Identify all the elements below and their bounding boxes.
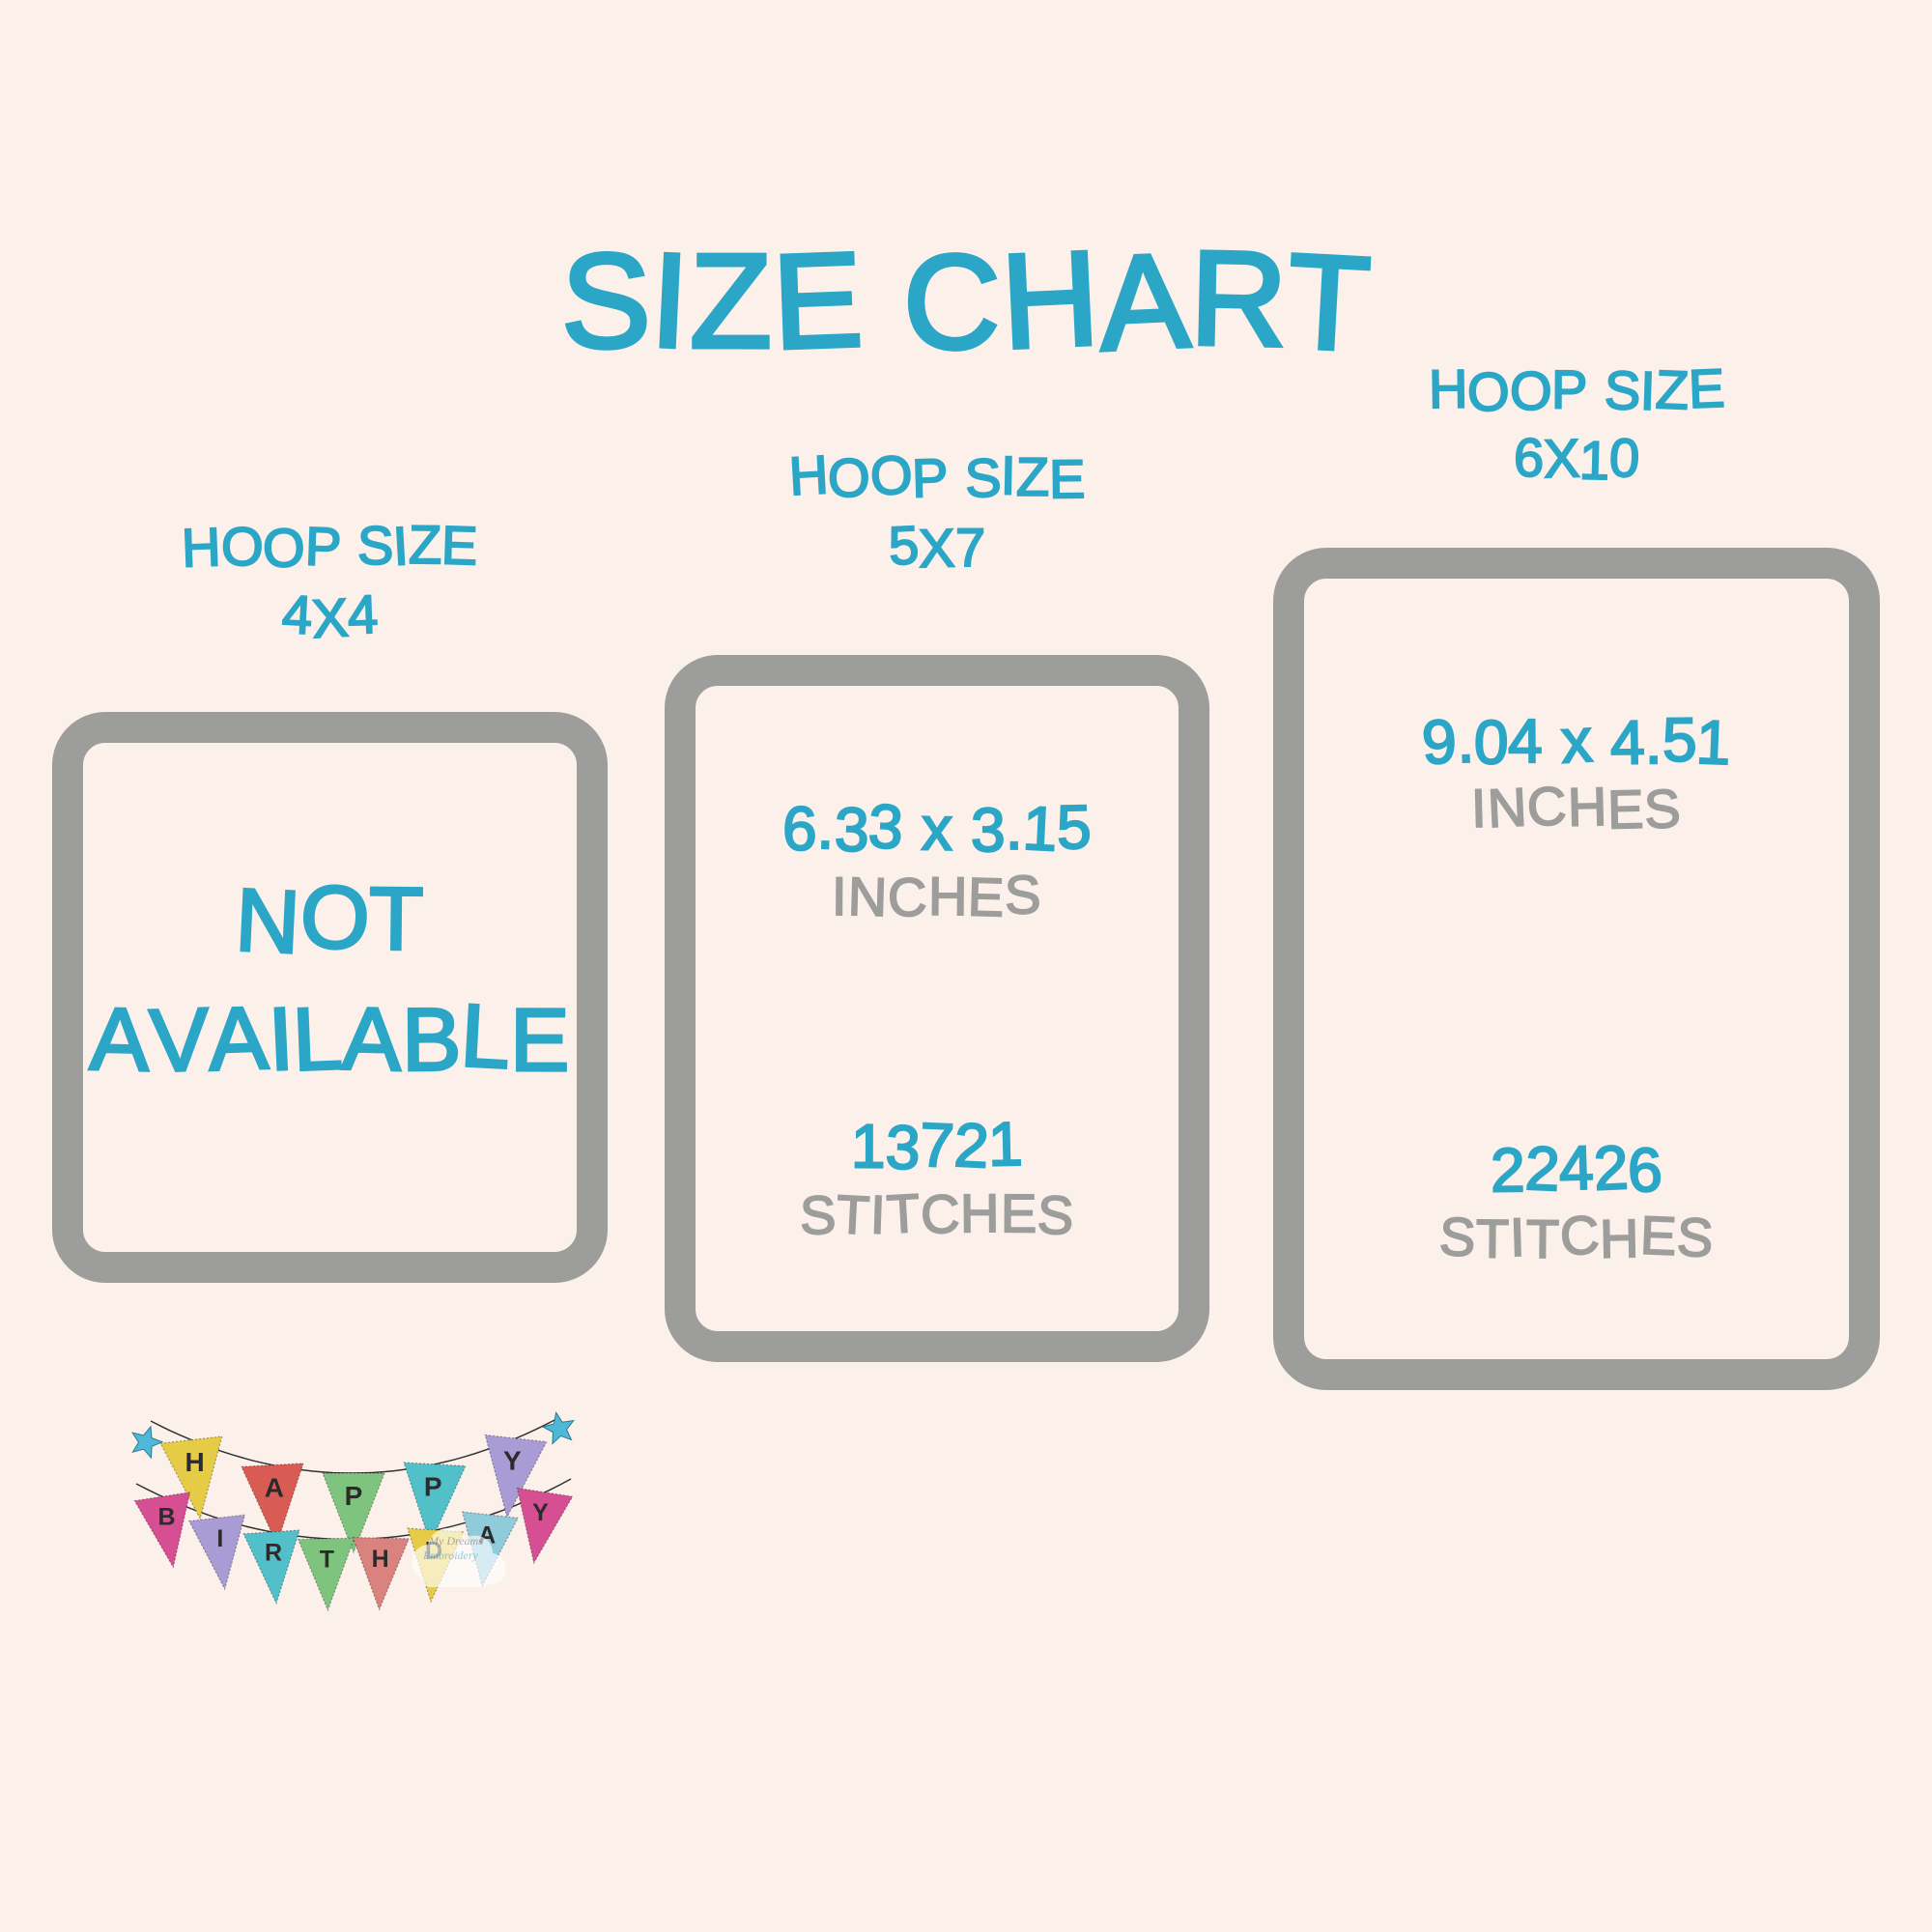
svg-text:T: T: [320, 1546, 334, 1573]
svg-text:Embroidery: Embroidery: [422, 1548, 479, 1562]
svg-text:B: B: [157, 1503, 175, 1530]
svg-text:P: P: [345, 1481, 363, 1511]
svg-text:P: P: [424, 1472, 442, 1502]
svg-text:A: A: [265, 1472, 284, 1502]
svg-text:R: R: [265, 1539, 282, 1566]
svg-text:H: H: [185, 1447, 205, 1477]
svg-text:My Dreams: My Dreams: [428, 1534, 483, 1548]
svg-text:I: I: [216, 1525, 223, 1552]
svg-text:Y: Y: [532, 1499, 549, 1526]
svg-text:H: H: [372, 1546, 389, 1573]
svg-text:Y: Y: [503, 1446, 522, 1476]
